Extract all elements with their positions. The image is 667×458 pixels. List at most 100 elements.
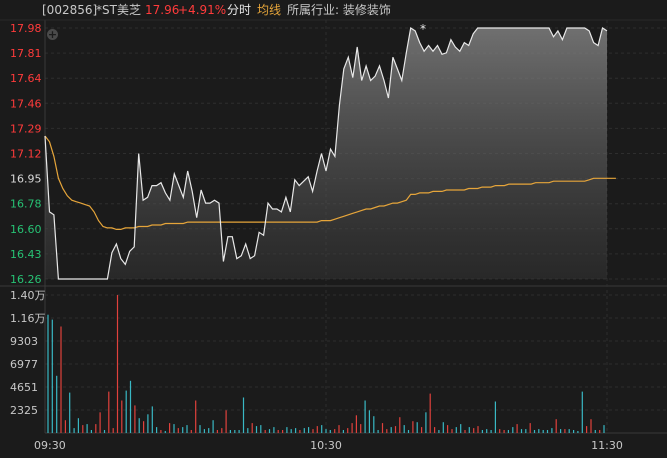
volume-bar xyxy=(273,427,275,433)
volume-bar xyxy=(134,405,136,433)
volume-bar xyxy=(251,423,253,433)
price-tick-label: 17.29 xyxy=(10,122,42,135)
volume-bar xyxy=(594,430,596,433)
volume-tick-label: 4651 xyxy=(10,381,38,394)
volume-bar xyxy=(277,430,279,433)
volume-bar xyxy=(486,429,488,433)
volume-bar xyxy=(208,428,210,433)
volume-bar xyxy=(303,428,305,433)
price-tick-label: 16.60 xyxy=(10,223,42,236)
volume-bar xyxy=(186,425,188,433)
volume-bar xyxy=(203,429,205,433)
avg-line-legend[interactable]: 均线 xyxy=(257,3,282,17)
volume-bar xyxy=(64,420,66,433)
price-tick-label: 17.64 xyxy=(10,72,42,85)
volume-bar xyxy=(221,428,223,433)
volume-bar xyxy=(229,430,231,433)
volume-bar xyxy=(355,415,357,433)
volume-bar xyxy=(160,430,162,433)
volume-bar xyxy=(321,425,323,433)
price-area-path xyxy=(45,28,607,279)
volume-bar xyxy=(538,429,540,433)
volume-bar xyxy=(329,430,331,433)
price-tick-label: 17.81 xyxy=(10,47,42,60)
volume-bar xyxy=(103,430,106,433)
volume-tick-label: 2325 xyxy=(10,404,38,417)
stock-code: [002856] xyxy=(42,3,98,17)
price-change-percent: +4.91% xyxy=(178,3,227,17)
volume-bar xyxy=(316,426,318,433)
industry-label: 所属行业: 装修装饰 xyxy=(287,3,391,17)
volume-bar xyxy=(351,423,353,433)
volume-bar xyxy=(368,410,370,433)
volume-bar xyxy=(473,428,475,433)
volume-bar xyxy=(503,430,505,433)
volume-bar xyxy=(507,430,509,433)
volume-bar xyxy=(334,429,336,433)
price-tick-label: 17.98 xyxy=(10,22,42,35)
volume-bar xyxy=(442,422,444,433)
add-indicator-button[interactable]: + xyxy=(47,28,58,41)
volume-bar xyxy=(581,391,583,433)
volume-bar xyxy=(377,430,379,433)
volume-bar xyxy=(403,425,405,433)
volume-bar xyxy=(99,412,101,433)
chart-mode-label[interactable]: 分时 xyxy=(227,3,252,17)
volume-bar xyxy=(394,426,397,433)
volume-bar xyxy=(564,429,566,433)
volume-bar xyxy=(568,429,570,433)
time-tick-label: 11:30 xyxy=(591,439,623,452)
volume-bar xyxy=(138,418,140,433)
volume-bar xyxy=(451,429,453,433)
volume-bar xyxy=(512,427,514,433)
chart-header: [002856] *ST美芝 17.96 +4.91% 分时 均线 所属行业: … xyxy=(0,0,667,20)
volume-bar xyxy=(108,391,110,433)
volume-bar xyxy=(195,400,197,433)
price-tick-label: 17.46 xyxy=(10,97,42,110)
current-price: 17.96 xyxy=(145,3,180,17)
price-line xyxy=(44,27,608,280)
volume-bar xyxy=(586,426,588,433)
axis-labels: 17.98 17.81 17.64 17.46 17.29 17.12 16.95 16.78… xyxy=(10,22,623,452)
volume-bar xyxy=(234,430,236,433)
volume-bar xyxy=(242,397,245,433)
volume-bar xyxy=(455,427,457,433)
volume-bar xyxy=(347,428,349,433)
volume-bar xyxy=(95,424,97,433)
volume-bar xyxy=(312,429,314,433)
volume-bar xyxy=(199,425,201,433)
volume-bar xyxy=(460,424,462,433)
volume-bar xyxy=(164,431,166,433)
volume-bar xyxy=(295,428,297,433)
volume-bar xyxy=(381,423,384,433)
volume-bar xyxy=(112,428,114,433)
volume-bar xyxy=(551,428,553,433)
volume-bar xyxy=(560,429,562,433)
volume-bar xyxy=(416,422,418,433)
volume-bar xyxy=(299,430,301,433)
volume-bar xyxy=(490,430,492,433)
volume-bar xyxy=(525,429,527,433)
volume-bar xyxy=(212,420,214,433)
volume-bar xyxy=(216,430,218,433)
volume-bar xyxy=(147,414,149,433)
volume-bar xyxy=(407,430,410,433)
price-tick-label: 16.95 xyxy=(10,173,42,186)
avg-price-line xyxy=(44,135,616,230)
volume-bar xyxy=(143,421,145,433)
volume-bar xyxy=(386,429,388,433)
volume-bar xyxy=(429,393,431,433)
volume-bar xyxy=(603,425,605,433)
volume-bar xyxy=(290,429,292,433)
volume-bar xyxy=(156,427,158,433)
volume-bar xyxy=(73,428,75,433)
volume-bar xyxy=(260,425,262,433)
volume-bar xyxy=(86,424,88,433)
volume-bar xyxy=(421,427,423,433)
price-tick-label: 16.26 xyxy=(10,273,42,286)
time-tick-label: 10:30 xyxy=(310,439,342,452)
volume-bar xyxy=(60,326,62,433)
volume-tick-label: 9303 xyxy=(10,335,38,348)
volume-bars xyxy=(47,295,605,433)
